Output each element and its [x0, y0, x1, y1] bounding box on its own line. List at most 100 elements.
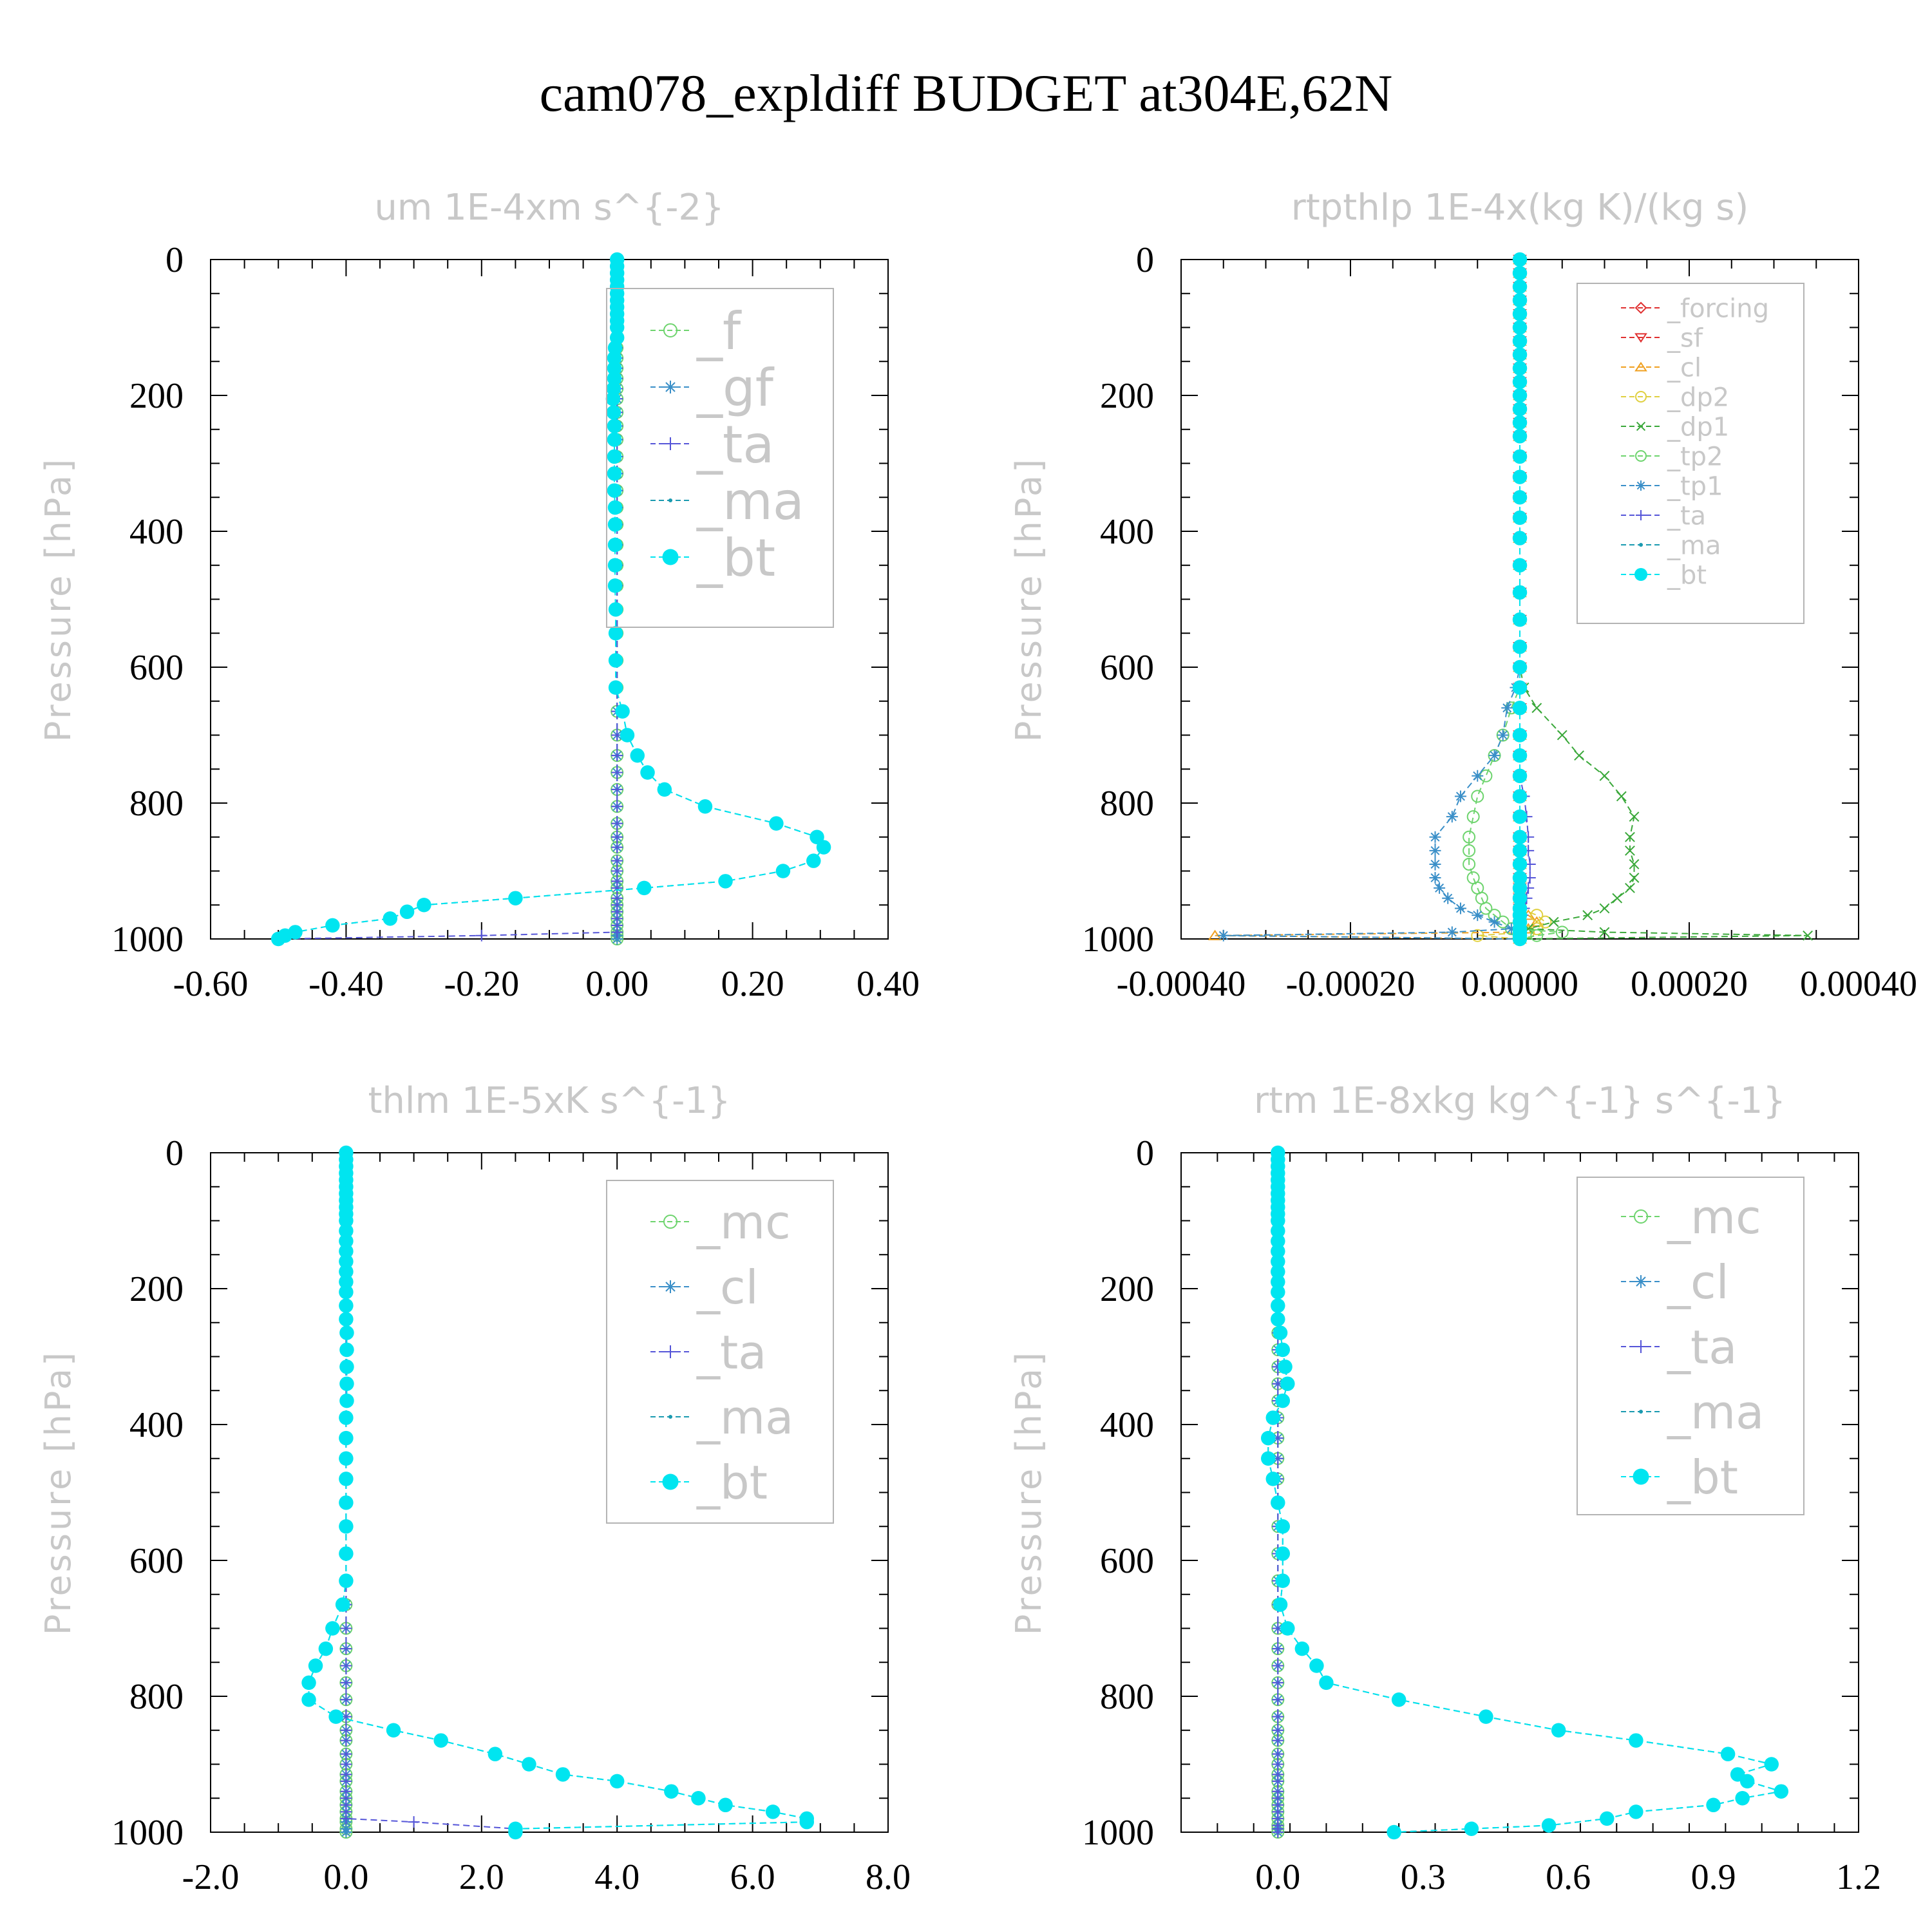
bt-marker — [1629, 1733, 1643, 1748]
series-tp1 — [1217, 254, 1526, 945]
bt-marker — [417, 898, 431, 913]
bt-marker — [1629, 1804, 1643, 1819]
bt-marker — [508, 1824, 523, 1840]
bt-marker — [339, 1254, 354, 1269]
bt-marker — [608, 626, 623, 641]
series-line — [1215, 260, 1538, 940]
series-bt — [270, 252, 831, 947]
bt-marker — [799, 1814, 815, 1830]
series-line — [278, 260, 825, 940]
legend: _forcing_sf_cl_dp2_dp1_tp2_tp1_ta_ma_bt — [1577, 283, 1804, 624]
legend-label: _bt — [696, 1455, 768, 1510]
y-tick-label: 200 — [129, 376, 184, 416]
circle-marker — [663, 1215, 677, 1229]
legend-label: _cl — [1667, 353, 1701, 383]
bt-marker — [522, 1757, 536, 1772]
y-tick-label: 1000 — [111, 920, 184, 960]
legend-entry: _ta — [650, 415, 774, 475]
x-tick-label: 0.3 — [1401, 1857, 1446, 1897]
bt-marker — [1512, 728, 1528, 743]
plus-marker — [340, 1643, 352, 1655]
panel-1: um 1E-4xm s^{-2} Pressure [hPa] 0 200 400 600… — [38, 187, 920, 1004]
y-tick-label: 600 — [129, 648, 184, 688]
bt-marker — [1512, 401, 1528, 417]
x-marker — [1636, 421, 1646, 431]
legend-entry: _ta — [1621, 1320, 1737, 1374]
bt-marker — [339, 1264, 354, 1279]
y-tick-label: 400 — [1100, 1405, 1154, 1445]
bt-marker — [1512, 558, 1528, 573]
bt-marker — [1764, 1757, 1779, 1772]
x-marker — [1548, 916, 1559, 927]
circle-marker — [1466, 810, 1480, 824]
bt-marker — [1512, 748, 1528, 763]
bt-marker — [339, 1224, 354, 1238]
series-bt — [1261, 1145, 1789, 1840]
bt-marker — [339, 1376, 354, 1391]
legend-label: _bt — [1667, 560, 1707, 590]
x-marker — [1599, 903, 1610, 914]
y-axis-label: Pressure [hPa] — [1009, 1350, 1049, 1635]
x-tick-label: 2.0 — [459, 1857, 504, 1897]
bt-marker — [1512, 639, 1528, 654]
bt-marker — [1512, 374, 1528, 390]
bt-marker — [1512, 334, 1528, 348]
x-tick-label: 0.00000 — [1461, 964, 1578, 1004]
circle-marker — [1471, 929, 1484, 942]
asterisk-marker — [1429, 844, 1441, 857]
bt-marker — [607, 517, 623, 532]
x-marker — [1531, 703, 1542, 714]
plus-marker — [340, 1622, 352, 1634]
bt-marker — [1512, 680, 1528, 695]
series-line — [1267, 1153, 1782, 1833]
bt-marker — [718, 874, 733, 889]
y-tick-label: 0 — [1136, 1133, 1154, 1173]
x-tick-label: 0.00 — [585, 964, 649, 1004]
bt-marker — [1512, 307, 1528, 321]
asterisk-marker — [1442, 892, 1454, 904]
y-tick-label: 800 — [129, 1677, 184, 1717]
bt-marker — [697, 799, 713, 814]
bt-marker — [662, 1473, 679, 1490]
asterisk-marker — [1488, 750, 1501, 762]
bt-marker — [657, 782, 672, 797]
bt-marker — [810, 829, 824, 844]
bt-marker — [1512, 585, 1528, 600]
x-tick-label: 0.0 — [1255, 1857, 1300, 1897]
bt-marker — [630, 748, 645, 763]
bt-marker — [318, 1641, 334, 1656]
plus-marker — [611, 800, 623, 813]
plus-marker — [340, 1660, 352, 1672]
bt-marker — [1512, 320, 1528, 335]
panel-2: rtpthlp 1E-4x(kg K)/(kg s) Pressure [hPa]… — [1009, 187, 1917, 1004]
bt-marker — [308, 1658, 323, 1673]
panel-title: rtpthlp 1E-4x(kg K)/(kg s) — [1291, 187, 1749, 229]
bt-marker — [1512, 265, 1528, 281]
bt-marker — [1512, 415, 1528, 430]
legend-label: _ma — [1667, 1385, 1764, 1439]
legend-entry: _ma — [1621, 1385, 1764, 1439]
bt-marker — [339, 1519, 354, 1534]
legend: _f_gf_ta_ma_bt — [606, 288, 834, 628]
plus-marker — [1272, 1758, 1284, 1770]
plus-marker — [1272, 1724, 1284, 1736]
y-tick-label: 0 — [1136, 240, 1154, 280]
y-tick-label: 1000 — [1082, 920, 1154, 960]
plus-marker — [664, 437, 677, 450]
asterisk-marker — [1429, 858, 1441, 870]
bt-marker — [1387, 1824, 1401, 1840]
circle-marker — [663, 323, 677, 337]
legend-entry: _ma — [650, 471, 804, 531]
series-line — [345, 1153, 516, 1832]
bt-marker — [1512, 659, 1528, 675]
plus-marker — [340, 1812, 352, 1824]
bt-marker — [1541, 1818, 1557, 1833]
bt-marker — [339, 1359, 354, 1374]
bt-marker — [1512, 870, 1528, 886]
circle-marker — [1555, 925, 1569, 939]
bt-marker — [1271, 1244, 1285, 1259]
legend-entry: _ma — [650, 1390, 793, 1444]
circle-marker — [1471, 790, 1484, 803]
y-axis-label: Pressure [hPa] — [1009, 457, 1049, 742]
bt-marker — [1512, 388, 1528, 403]
